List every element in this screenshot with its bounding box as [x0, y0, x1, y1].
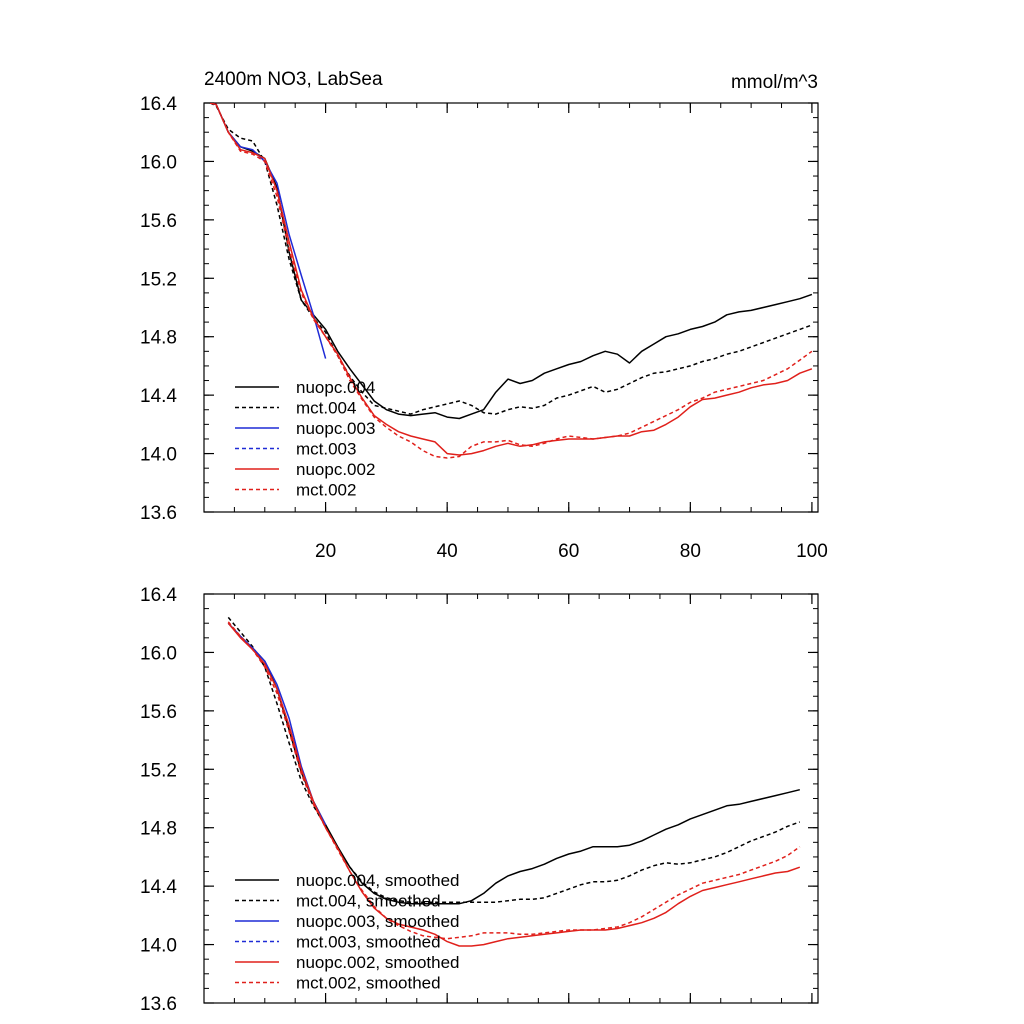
x-tick-label: 60 — [558, 541, 579, 562]
y-tick-label: 13.6 — [140, 994, 177, 1015]
y-tick-label: 15.2 — [140, 760, 177, 781]
y-tick-label: 16.4 — [140, 94, 177, 115]
y-tick-label: 13.6 — [140, 503, 177, 524]
legend-label: mct.004 — [296, 399, 356, 418]
y-tick-label: 14.0 — [140, 445, 177, 466]
series-line — [227, 622, 800, 905]
series-group — [209, 103, 813, 459]
series-line — [209, 103, 813, 420]
legend-label: mct.002 — [296, 481, 356, 500]
y-tick-label: 14.0 — [140, 936, 177, 957]
y-tick-label: 14.8 — [140, 328, 177, 349]
legend-label: mct.003 — [296, 440, 356, 459]
y-tick-label: 16.0 — [140, 152, 177, 173]
series-line — [209, 103, 327, 359]
series-line — [227, 621, 801, 940]
x-tick-label: 80 — [680, 541, 701, 562]
series-line — [209, 103, 813, 415]
series-line — [227, 616, 801, 903]
figure-title: 2400m NO3, LabSea — [204, 69, 383, 90]
y-tick-label: 15.6 — [140, 702, 177, 723]
legend-label: nuopc.004, smoothed — [296, 871, 460, 890]
y-tick-label: 14.4 — [140, 386, 177, 407]
legend-label: nuopc.003 — [296, 419, 375, 438]
x-tick-label: 20 — [315, 541, 336, 562]
legend-label: mct.003, smoothed — [296, 933, 441, 952]
series-line — [209, 103, 813, 456]
legend-label: mct.004, smoothed — [296, 892, 441, 911]
y-tick-label: 15.2 — [140, 269, 177, 290]
legend-label: mct.002, smoothed — [296, 974, 441, 993]
legend-label: nuopc.002 — [296, 460, 375, 479]
x-tick-label: 100 — [796, 541, 828, 562]
series-line — [209, 103, 813, 459]
panel-bottom: 13.6 14.0 14.4 14.8 15.2 15.6 16.0 16.4 nuopc.00… — [140, 585, 819, 1015]
legend-label: nuopc.004 — [296, 378, 375, 397]
y-tick-label: 16.0 — [140, 643, 177, 664]
legend-label: nuopc.002, smoothed — [296, 953, 460, 972]
units-label: mmol/m^3 — [731, 72, 818, 93]
y-tick-label: 15.6 — [140, 211, 177, 232]
x-tick-label: 40 — [437, 541, 458, 562]
series-group — [227, 616, 801, 947]
panel-top: 13.6 14.0 14.4 14.8 15.2 15.6 16.0 16.4 20 40 60 80… — [140, 94, 828, 562]
legend-label: nuopc.003, smoothed — [296, 912, 460, 931]
y-tick-label: 14.8 — [140, 819, 177, 840]
y-tick-label: 16.4 — [140, 585, 177, 606]
y-tick-label: 14.4 — [140, 877, 177, 898]
